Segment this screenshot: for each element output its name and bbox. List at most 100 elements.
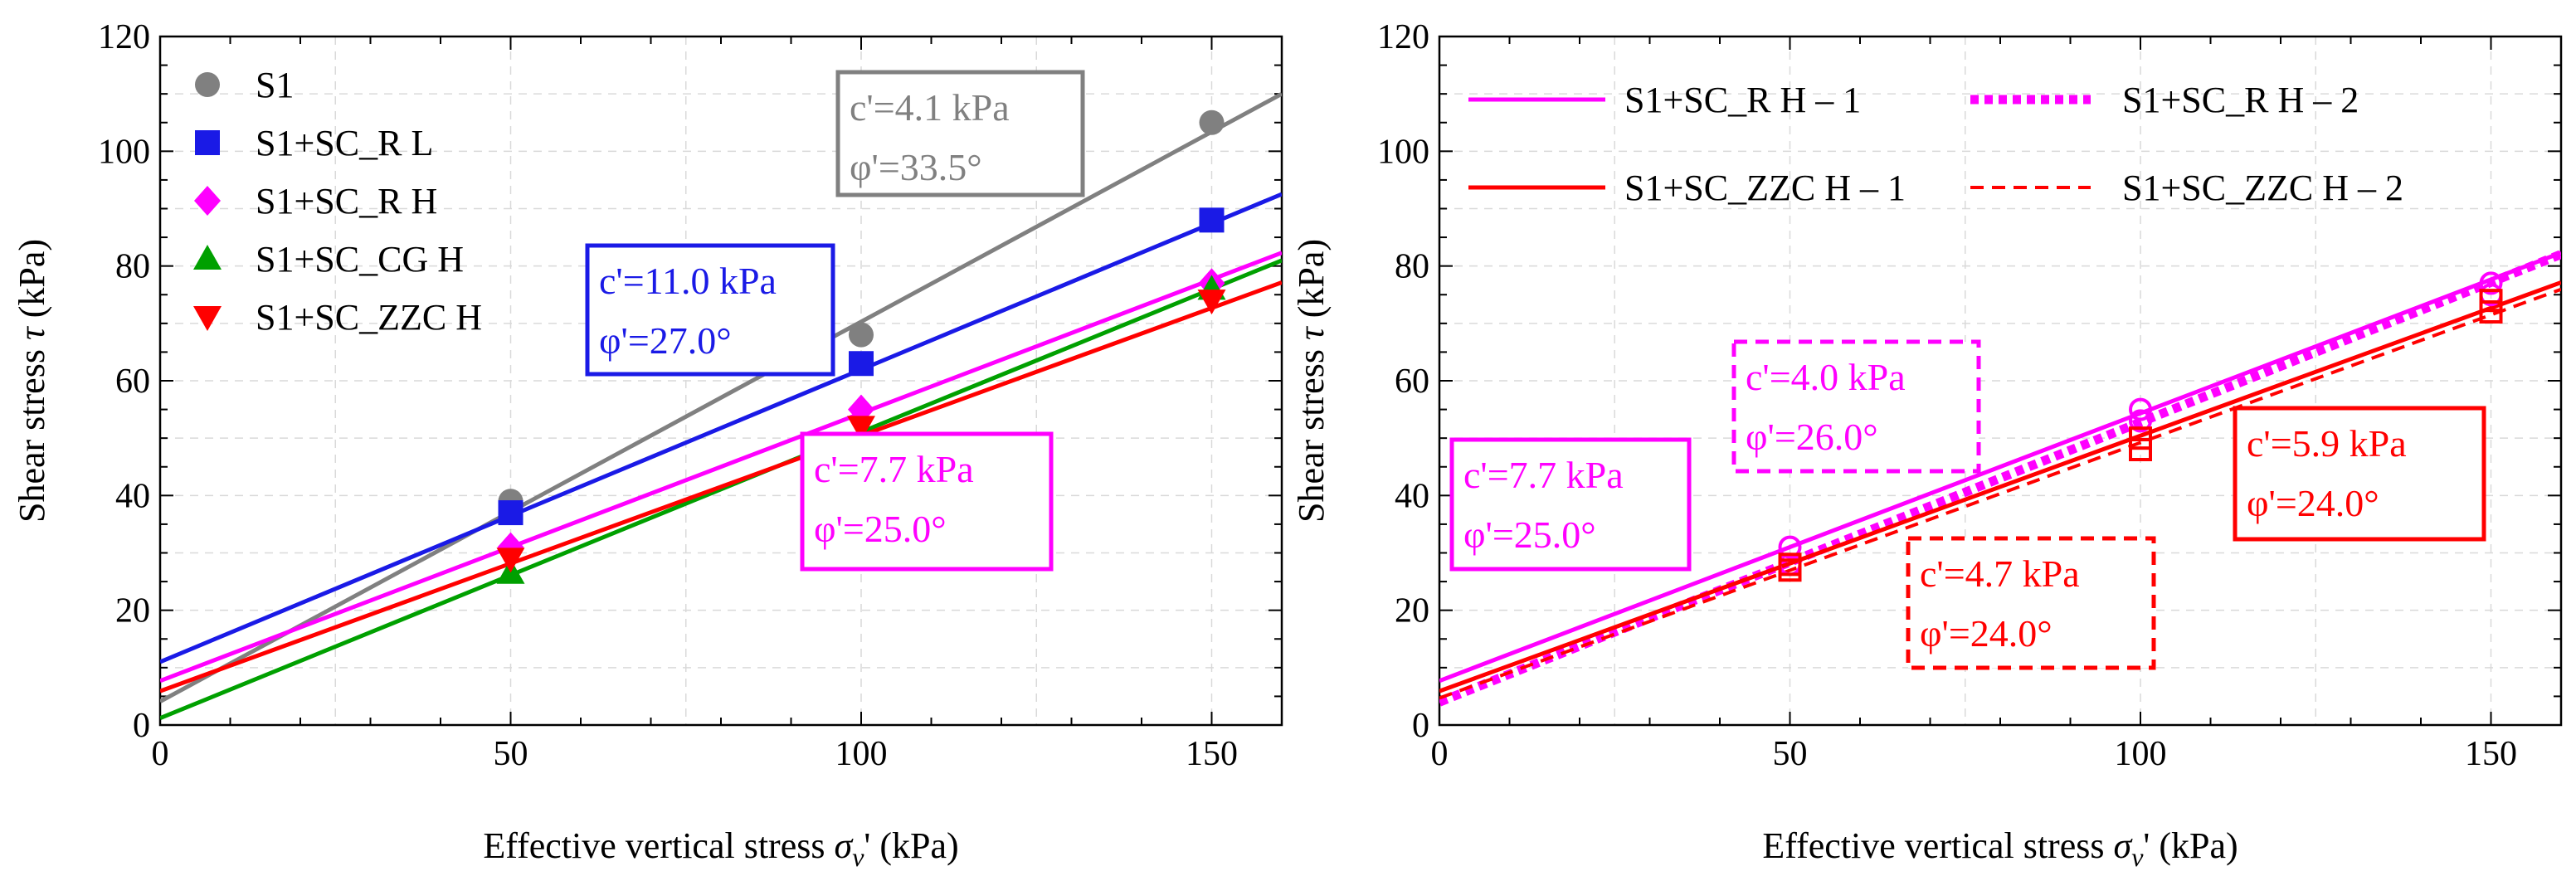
x-tick-label: 100 <box>2115 735 2167 773</box>
legend-marker-s1-sc-cg-h <box>193 245 222 270</box>
y-axis-title: Shear stress τ (kPa) <box>1291 239 1332 523</box>
point-s1 <box>849 322 874 348</box>
point-s1-sc-r-h-1 <box>1778 535 1802 559</box>
y-tick-label: 40 <box>1395 477 1429 515</box>
annotation-cohesion: c'=4.7 kPa <box>1920 552 2080 595</box>
ticks <box>159 36 1283 726</box>
x-tick-label: 150 <box>1186 735 1238 773</box>
fit-line-s1-sc-zzc-h-2 <box>1439 287 2561 700</box>
chart-right: 0 50 100 150 0 20 40 60 80 100 120 Effective vertic… <box>1291 18 2563 872</box>
annotation-frame <box>1449 437 1692 572</box>
point-s1-sc-zzc-h <box>1197 290 1226 315</box>
annotation-friction-angle: φ'=24.0° <box>1920 612 2053 655</box>
annotation-frame <box>835 70 1085 197</box>
x-tick-label: 150 <box>2465 735 2517 773</box>
y-tick-label: 100 <box>98 133 150 171</box>
annotation-cohesion: c'=5.9 kPa <box>2247 422 2407 465</box>
point-s1-sc-r-h-1 <box>2129 397 2152 421</box>
point-s1-sc-r-h-2 <box>2129 409 2152 433</box>
annotation-friction-angle: φ'=27.0° <box>599 319 732 362</box>
point-s1 <box>1199 110 1225 135</box>
x-tick-label: 100 <box>835 735 888 773</box>
annotation-friction-angle: φ'=24.0° <box>2247 482 2379 524</box>
point-s1-sc-zzc-h <box>847 416 875 441</box>
legend-label: S1+SC_ZZC H – 2 <box>2122 168 2403 208</box>
annotation-cohesion: c'=7.7 kPa <box>814 448 974 490</box>
annotation-friction-angle: φ'=26.0° <box>1746 416 1878 458</box>
y-tick-label: 120 <box>1377 18 1429 56</box>
data-points <box>1778 271 2503 582</box>
y-axis-title: Shear stress τ (kPa) <box>12 239 52 523</box>
legend-marker-s1-sc-r-h <box>194 186 221 216</box>
legend-label: S1+SC_R H – 2 <box>2122 80 2359 120</box>
legend-label: S1+SC_R L <box>256 123 433 163</box>
fit-line-s1-sc-r-h-2 <box>1439 250 2561 707</box>
annotation-box: c'=5.9 kPa φ'=24.0° <box>2233 406 2486 542</box>
point-s1-sc-zzc-h <box>496 548 525 573</box>
chart-left: 0 50 100 150 0 20 40 60 80 100 120 Effective vertic… <box>12 18 1283 872</box>
annotation-cohesion: c'=11.0 kPa <box>599 260 777 302</box>
annotation-box: c'=4.7 kPa φ'=24.0° <box>1906 536 2156 670</box>
fit-line-s1-sc-zzc-h-1 <box>1439 280 2561 694</box>
fit-line-s1 <box>160 91 1282 703</box>
point-s1-sc-zzc-h-2 <box>2129 438 2152 461</box>
x-tick-label: 0 <box>1431 735 1449 773</box>
y-tick-label: 60 <box>1395 363 1429 401</box>
y-tick-label: 20 <box>1395 592 1429 630</box>
annotation-cohesion: c'=4.0 kPa <box>1746 356 1906 398</box>
legend-label: S1 <box>256 65 294 105</box>
annotation-friction-angle: φ'=25.0° <box>814 508 947 550</box>
annotation-box: c'=7.7 kPa φ'=25.0° <box>1449 437 1692 572</box>
ticks <box>1439 36 2562 726</box>
x-tick-label: 0 <box>152 735 169 773</box>
fit-line-s1-sc-r-h <box>160 251 1282 684</box>
y-tick-label: 20 <box>115 592 150 630</box>
point-s1-sc-zzc-h-2 <box>1778 558 1802 582</box>
point-s1-sc-r-l <box>498 500 523 526</box>
x-axis-title: Effective vertical stress σv' (kPa) <box>1762 825 2238 872</box>
legend-label: S1+SC_ZZC H <box>256 297 482 338</box>
fit-lines <box>160 91 1282 721</box>
x-tick-label: 50 <box>1773 735 1808 773</box>
legend: S1+SC_R H – 1 S1+SC_R H – 2 S1+SC_ZZC H – … <box>1468 80 2403 208</box>
y-tick-label: 0 <box>133 707 150 745</box>
annotation-frame <box>800 431 1054 572</box>
fit-lines <box>1439 250 2561 707</box>
annotation-frame <box>1906 536 2156 670</box>
annotation-frame <box>1731 339 1981 474</box>
y-tick-label: 60 <box>115 363 150 401</box>
annotation-box: c'=7.7 kPa φ'=25.0° <box>800 431 1054 572</box>
legend-marker-s1 <box>195 72 220 97</box>
fit-line-s1-sc-r-l <box>160 192 1282 664</box>
x-axis-title: Effective vertical stress σv' (kPa) <box>483 825 958 872</box>
y-tick-label: 120 <box>98 18 150 56</box>
legend: S1 S1+SC_R L S1+SC_R H S1+SC_CG H S1+SC_ZZC … <box>193 65 482 338</box>
annotation-friction-angle: φ'=33.5° <box>850 146 982 188</box>
y-tick-label: 40 <box>115 477 150 515</box>
legend-marker-s1-sc-r-l <box>195 130 220 155</box>
fit-line-s1-sc-zzc-h <box>160 280 1282 694</box>
y-tick-label: 100 <box>1377 133 1429 171</box>
y-tick-label: 0 <box>1412 707 1429 745</box>
legend-label: S1+SC_CG H <box>256 239 464 280</box>
y-tick-label: 80 <box>1395 248 1429 286</box>
legend-label: S1+SC_ZZC H – 1 <box>1624 168 1906 208</box>
point-s1-sc-zzc-h-2 <box>2479 300 2503 324</box>
x-tick-label: 50 <box>494 735 528 773</box>
annotation-box: c'=11.0 kPa φ'=27.0° <box>585 243 835 377</box>
annotation-box: c'=4.0 kPa φ'=26.0° <box>1731 339 1981 474</box>
annotation-cohesion: c'=7.7 kPa <box>1463 454 1624 496</box>
legend-label: S1+SC_R H <box>256 181 437 221</box>
annotation-cohesion: c'=4.1 kPa <box>850 86 1010 129</box>
fit-line-s1-sc-cg-h <box>160 258 1282 721</box>
annotation-frame <box>2233 406 2486 542</box>
point-s1-sc-r-l <box>849 351 874 377</box>
point-s1-sc-r-h-1 <box>2479 271 2503 295</box>
point-s1-sc-r-l <box>1199 207 1225 233</box>
y-tick-label: 80 <box>115 248 150 286</box>
annotation-box: c'=4.1 kPa φ'=33.5° <box>835 70 1085 197</box>
legend-marker-s1-sc-zzc-h <box>193 306 222 331</box>
legend-label: S1+SC_R H – 1 <box>1624 80 1861 120</box>
annotation-frame <box>585 243 835 377</box>
